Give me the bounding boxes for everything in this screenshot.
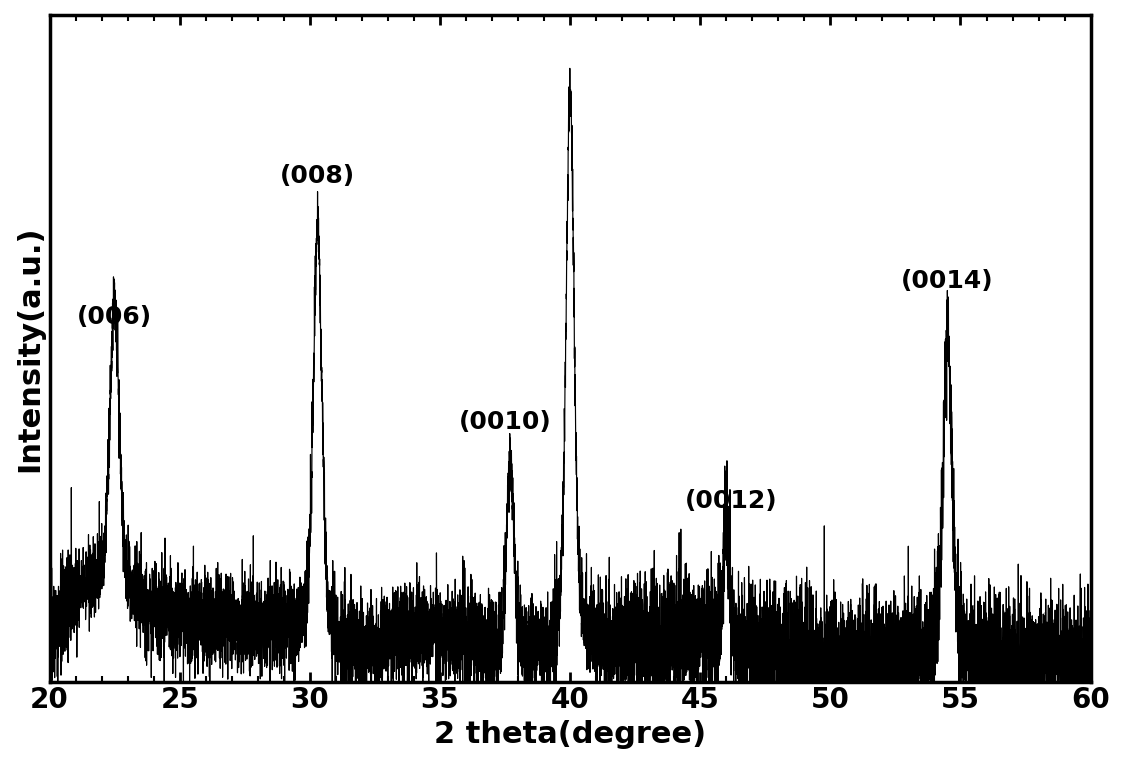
Text: (0014): (0014) xyxy=(901,269,993,293)
Text: (0012): (0012) xyxy=(685,489,777,513)
Text: (008): (008) xyxy=(280,164,356,188)
X-axis label: 2 theta(degree): 2 theta(degree) xyxy=(434,720,706,749)
Text: (0010): (0010) xyxy=(459,410,551,434)
Y-axis label: Intensity(a.u.): Intensity(a.u.) xyxy=(15,225,44,471)
Text: (006): (006) xyxy=(76,306,152,329)
